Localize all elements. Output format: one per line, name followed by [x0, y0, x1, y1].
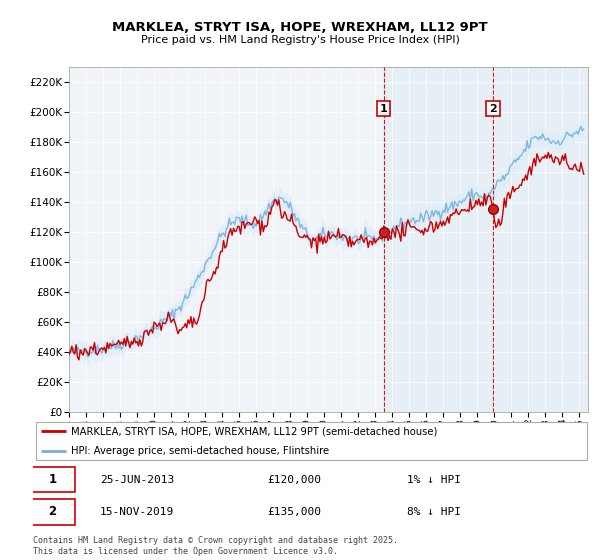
Text: 15-NOV-2019: 15-NOV-2019	[100, 507, 174, 517]
FancyBboxPatch shape	[30, 499, 75, 525]
Text: HPI: Average price, semi-detached house, Flintshire: HPI: Average price, semi-detached house,…	[71, 446, 329, 456]
FancyBboxPatch shape	[30, 466, 75, 492]
Text: Contains HM Land Registry data © Crown copyright and database right 2025.
This d: Contains HM Land Registry data © Crown c…	[33, 536, 398, 556]
Text: 1% ↓ HPI: 1% ↓ HPI	[407, 475, 461, 484]
Bar	[384, 67, 588, 412]
Text: 25-JUN-2013: 25-JUN-2013	[100, 475, 174, 484]
Text: Price paid vs. HM Land Registry's House Price Index (HPI): Price paid vs. HM Land Registry's House …	[140, 35, 460, 45]
Text: 1: 1	[380, 104, 388, 114]
Text: 8% ↓ HPI: 8% ↓ HPI	[407, 507, 461, 517]
Text: MARKLEA, STRYT ISA, HOPE, WREXHAM, LL12 9PT (semi-detached house): MARKLEA, STRYT ISA, HOPE, WREXHAM, LL12 …	[71, 426, 437, 436]
Text: £135,000: £135,000	[268, 507, 322, 517]
Text: 2: 2	[49, 505, 56, 519]
Text: 2: 2	[489, 104, 497, 114]
Text: MARKLEA, STRYT ISA, HOPE, WREXHAM, LL12 9PT: MARKLEA, STRYT ISA, HOPE, WREXHAM, LL12 …	[112, 21, 488, 34]
Text: £120,000: £120,000	[268, 475, 322, 484]
Text: 1: 1	[49, 473, 56, 486]
FancyBboxPatch shape	[36, 422, 587, 460]
